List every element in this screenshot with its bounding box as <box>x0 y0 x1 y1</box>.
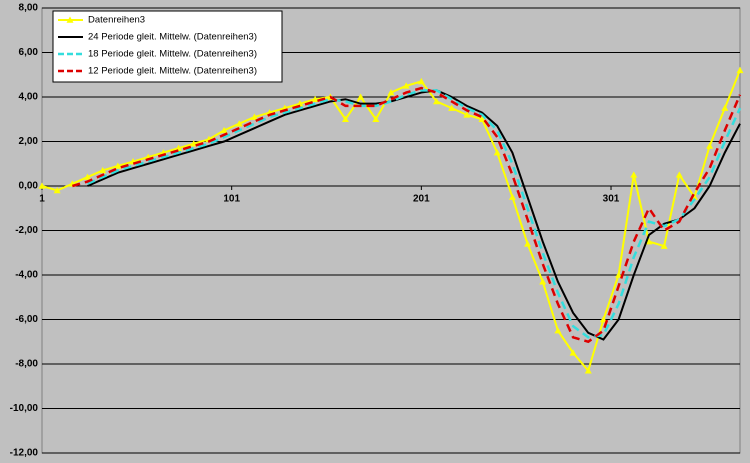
legend-label: Datenreihen3 <box>88 15 145 26</box>
marker <box>84 173 92 180</box>
marker <box>645 238 653 245</box>
y-tick-label: -12,00 <box>10 448 39 459</box>
marker <box>706 142 714 149</box>
x-tick-label: 201 <box>413 194 430 205</box>
marker <box>569 349 577 356</box>
y-tick-label: 0,00 <box>19 181 39 192</box>
marker <box>38 182 46 189</box>
y-tick-label: -10,00 <box>10 403 39 414</box>
series-line <box>71 86 742 344</box>
marker <box>736 66 744 74</box>
marker <box>584 367 592 374</box>
y-tick-label: 6,00 <box>19 47 39 58</box>
y-tick-label: -8,00 <box>15 359 38 370</box>
marker <box>372 115 380 123</box>
legend-label: 24 Periode gleit. Mittelw. (Datenreihen3… <box>88 32 257 43</box>
marker <box>99 166 107 174</box>
marker <box>175 144 183 151</box>
y-tick-label: 4,00 <box>19 92 39 103</box>
marker <box>387 89 395 96</box>
y-tick-label: 2,00 <box>19 136 39 147</box>
marker <box>417 77 425 85</box>
marker <box>250 113 258 120</box>
marker <box>53 186 61 194</box>
series-layer <box>38 66 744 374</box>
marker <box>493 149 501 156</box>
marker <box>190 140 198 147</box>
legend: Datenreihen3 24 Periode gleit. Mittelw. (… <box>52 10 283 83</box>
legend-label: 12 Periode gleit. Mittelw. (Datenreihen3… <box>88 66 257 77</box>
marker <box>311 95 319 103</box>
y-tick-label: -4,00 <box>15 270 38 281</box>
marker <box>220 126 228 134</box>
x-tick-label: 101 <box>223 194 240 205</box>
marker <box>630 171 638 178</box>
grid: -12,00 -10,00 -8,00 -6,00 -4,00 -2,00 0,00 2,00… <box>10 3 740 459</box>
marker <box>402 82 410 89</box>
legend-label: 18 Periode gleit. Mittelw. (Datenreihen3… <box>88 49 257 60</box>
x-tick-label: 1 <box>39 194 45 205</box>
y-tick-label: -2,00 <box>15 225 38 236</box>
marker <box>296 100 304 107</box>
marker <box>675 171 683 178</box>
series-line <box>87 89 741 341</box>
series-line <box>87 89 742 339</box>
legend-marker <box>66 16 74 23</box>
marker <box>463 111 471 118</box>
y-tick-label: 8,00 <box>19 3 39 14</box>
marker <box>615 271 623 278</box>
marker <box>539 278 547 285</box>
marker <box>721 104 729 111</box>
marker <box>660 242 668 249</box>
marker <box>114 162 122 169</box>
marker <box>524 240 532 247</box>
x-tick-label: 301 <box>603 194 620 205</box>
marker <box>433 97 441 105</box>
marker <box>448 104 456 111</box>
y-tick-label: -6,00 <box>15 314 38 325</box>
marker <box>235 120 243 127</box>
marker <box>508 193 516 200</box>
marker <box>478 115 486 123</box>
marker <box>357 93 365 100</box>
marker <box>341 115 349 123</box>
legend-box <box>52 10 283 83</box>
marker <box>599 316 607 323</box>
marker <box>554 327 562 334</box>
